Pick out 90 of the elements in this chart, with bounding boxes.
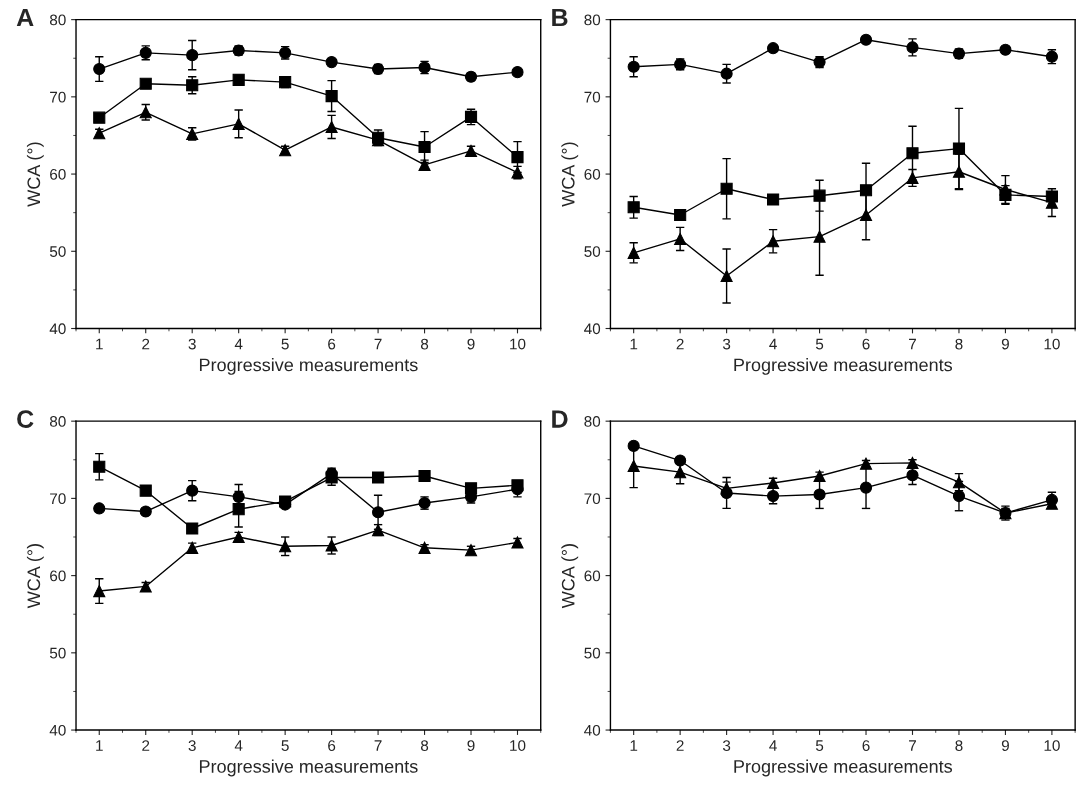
x-tick-label: 3 [188, 740, 196, 751]
x-tick-label: 7 [909, 338, 916, 350]
x-tick-label: 7 [374, 740, 382, 751]
x-tick-label: 5 [815, 338, 824, 350]
x-tick-label: 8 [420, 740, 429, 751]
y-tick-label: 50 [584, 647, 601, 659]
y-tick-label: 70 [584, 493, 601, 505]
x-tick-label: 3 [722, 740, 731, 751]
y-axis-title: WCA (°) [561, 544, 579, 609]
y-tick-label: 40 [49, 323, 66, 335]
x-tick-label: 1 [630, 740, 638, 751]
point [186, 49, 199, 62]
point [999, 183, 1012, 196]
chart-title: D [552, 410, 568, 428]
x-tick-label: 4 [234, 740, 243, 751]
point [232, 117, 245, 130]
point [511, 151, 524, 164]
x-tick-label: 10 [510, 740, 526, 751]
y-tick-label: 70 [50, 91, 66, 103]
y-tick-label: 60 [50, 570, 66, 582]
point [627, 201, 640, 214]
point [93, 62, 106, 76]
x-tick-label: 6 [862, 740, 870, 751]
y-tick-label: 50 [49, 647, 66, 659]
x-tick-label: 2 [142, 338, 150, 350]
point [720, 182, 733, 195]
x-tick-label: 8 [955, 338, 963, 350]
x-tick-label: 5 [281, 740, 289, 751]
y-tick-label: 80 [49, 14, 66, 26]
chart-title: B [552, 8, 568, 27]
x-tick-label: 6 [328, 338, 336, 350]
x-axis-title: Progressive measurements [734, 759, 953, 777]
x-tick-label: 10 [1044, 740, 1060, 751]
chart-title: A [16, 8, 34, 27]
y-tick-label: 80 [584, 14, 601, 26]
x-tick-label: 3 [722, 338, 731, 350]
y-tick-label: 70 [584, 91, 601, 103]
y-tick-label: 60 [50, 168, 66, 180]
x-tick-label: 9 [1001, 740, 1009, 751]
x-tick-label: 1 [96, 338, 103, 350]
x-tick-label: 5 [281, 338, 289, 350]
x-tick-label: 2 [676, 740, 684, 751]
y-tick-label: 40 [584, 323, 601, 335]
x-tick-label: 4 [769, 740, 777, 751]
x-tick-label: 6 [862, 338, 870, 350]
y-tick-label: 80 [584, 416, 601, 427]
x-tick-label: 8 [420, 338, 429, 350]
x-tick-label: 2 [142, 740, 150, 751]
y-tick-label: 50 [584, 246, 601, 257]
point [627, 246, 640, 259]
x-tick-label: 9 [1001, 338, 1009, 350]
y-axis-title: WCA (°) [561, 142, 579, 207]
x-tick-label: 9 [467, 338, 475, 350]
x-tick-label: 1 [96, 740, 103, 751]
y-tick-label: 40 [49, 724, 66, 736]
x-tick-label: 6 [328, 740, 336, 751]
point [813, 189, 826, 202]
point [906, 147, 919, 160]
x-axis-title: Progressive measurements [199, 358, 418, 375]
y-tick-label: 40 [584, 724, 601, 736]
point [93, 460, 106, 473]
x-axis-title: Progressive measurements [199, 759, 418, 777]
x-tick-label: 7 [374, 338, 382, 350]
point [418, 469, 431, 483]
point [372, 471, 385, 484]
x-tick-label: 4 [234, 338, 243, 350]
y-axis-title: WCA (°) [26, 142, 44, 207]
y-tick-label: 80 [49, 416, 66, 427]
point [325, 120, 338, 134]
y-tick-label: 70 [50, 493, 66, 505]
y-tick-label: 50 [49, 246, 66, 257]
x-tick-label: 7 [909, 740, 916, 751]
x-tick-label: 10 [510, 338, 526, 350]
x-tick-label: 5 [815, 740, 824, 751]
x-tick-label: 9 [467, 740, 475, 751]
point [813, 230, 826, 243]
y-tick-label: 60 [584, 570, 601, 582]
y-axis-title: WCA (°) [26, 544, 44, 609]
y-tick-label: 60 [584, 168, 601, 180]
x-tick-label: 10 [1044, 338, 1060, 350]
point [418, 140, 431, 154]
x-tick-label: 1 [630, 338, 638, 350]
point [720, 269, 733, 283]
x-axis-title: Progressive measurements [734, 358, 953, 375]
x-tick-label: 4 [769, 338, 777, 350]
x-tick-label: 3 [188, 338, 196, 350]
x-tick-label: 8 [955, 740, 963, 751]
point [325, 90, 338, 103]
chart-title: C [17, 410, 34, 428]
x-tick-label: 2 [676, 338, 684, 350]
